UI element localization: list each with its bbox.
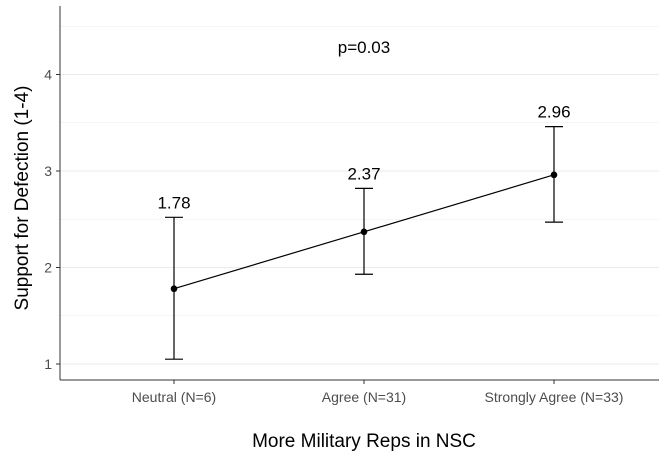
data-label: 2.96 — [537, 103, 570, 122]
data-point — [550, 171, 558, 179]
text-layer: p=0.03 More Military Reps in NSC Support… — [12, 38, 623, 452]
y-tick-label: 3 — [44, 163, 52, 179]
grid-layer — [60, 25, 659, 365]
data-point — [170, 285, 178, 293]
data-point — [360, 228, 368, 236]
data-label: 1.78 — [157, 193, 190, 212]
p-value-annotation: p=0.03 — [338, 38, 390, 57]
data-label: 2.37 — [347, 164, 380, 183]
x-tick-label: Strongly Agree (N=33) — [485, 389, 624, 405]
axis-layer — [56, 6, 659, 384]
y-axis-title: Support for Defection (1-4) — [12, 86, 33, 311]
y-tick-label: 4 — [44, 67, 52, 83]
y-tick-label: 2 — [44, 260, 52, 276]
y-tick-label: 1 — [44, 356, 52, 372]
x-axis-title: More Military Reps in NSC — [252, 431, 476, 452]
x-tick-label: Agree (N=31) — [322, 389, 406, 405]
marks-layer — [165, 126, 563, 360]
x-tick-label: Neutral (N=6) — [132, 389, 216, 405]
